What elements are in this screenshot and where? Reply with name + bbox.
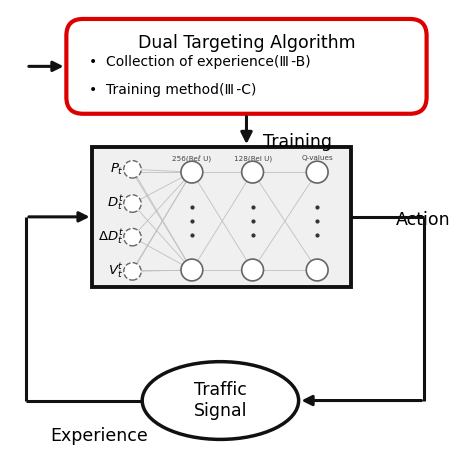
FancyBboxPatch shape	[66, 19, 427, 114]
Circle shape	[124, 195, 141, 212]
Text: Dual Targeting Algorithm: Dual Targeting Algorithm	[137, 34, 356, 52]
Text: Traffic
Signal: Traffic Signal	[194, 381, 247, 420]
Circle shape	[242, 259, 264, 281]
Text: Experience: Experience	[50, 427, 147, 445]
Text: $\Delta D_t^t$: $\Delta D_t^t$	[98, 228, 124, 246]
Ellipse shape	[142, 362, 299, 439]
FancyBboxPatch shape	[92, 147, 351, 287]
Text: •  Collection of experience(Ⅲ -B): • Collection of experience(Ⅲ -B)	[89, 55, 311, 69]
Circle shape	[124, 161, 141, 178]
Text: Q-values: Q-values	[301, 155, 333, 162]
Circle shape	[306, 161, 328, 183]
Circle shape	[124, 263, 141, 280]
Circle shape	[306, 259, 328, 281]
Circle shape	[181, 259, 203, 281]
Circle shape	[242, 161, 264, 183]
Circle shape	[181, 161, 203, 183]
Text: 256(Reℓ U): 256(Reℓ U)	[173, 155, 211, 163]
Circle shape	[124, 228, 141, 246]
Text: $D_t^t$: $D_t^t$	[107, 194, 124, 213]
Text: 128(Rel U): 128(Rel U)	[234, 155, 272, 162]
Text: •  Training method(Ⅲ -C): • Training method(Ⅲ -C)	[89, 83, 256, 97]
Text: Training: Training	[263, 133, 332, 151]
Text: $V_t^t$: $V_t^t$	[108, 262, 124, 281]
Text: Action: Action	[396, 211, 450, 229]
Text: $P_t$: $P_t$	[110, 162, 124, 177]
